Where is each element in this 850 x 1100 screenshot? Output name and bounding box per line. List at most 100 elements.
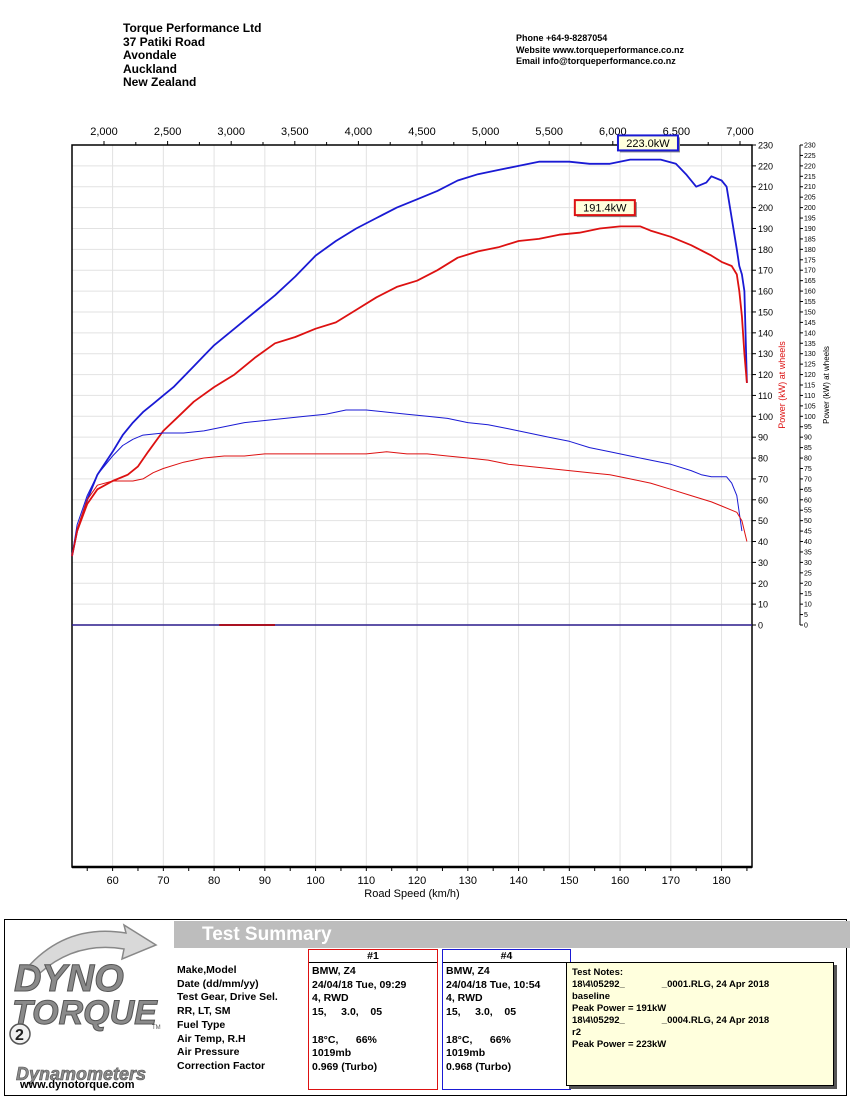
y2-tick-label: 65 <box>804 487 812 494</box>
y2-tick-label: 200 <box>804 205 816 212</box>
y-tick-label: 150 <box>758 307 773 317</box>
y-tick-label: 180 <box>758 245 773 255</box>
y2-tick-label: 25 <box>804 570 812 577</box>
y-tick-label: 80 <box>758 454 768 464</box>
notes-peak-1: Peak Power = 191kW <box>572 1003 667 1014</box>
x2-tick-label: 7,000 <box>726 126 754 138</box>
y-tick-label: 230 <box>758 141 773 151</box>
logo-tm: TM <box>152 1025 161 1031</box>
y-tick-label: 50 <box>758 516 768 526</box>
label-date: Date (dd/mm/yy) <box>177 977 259 990</box>
label-air-temp: Air Temp, R.H <box>177 1032 246 1045</box>
run-4-make: BMW, Z4 <box>446 965 490 977</box>
chart-axes: 0102030405060708090100110120130140150160… <box>71 126 816 887</box>
x-tick-label: 70 <box>157 875 169 887</box>
x-tick-label: 110 <box>358 875 376 887</box>
y2-tick-label: 40 <box>804 539 812 546</box>
y2-tick-label: 105 <box>804 403 816 410</box>
x-tick-label: 140 <box>509 875 527 887</box>
y2-tick-label: 15 <box>804 591 812 598</box>
x2-tick-label: 3,500 <box>281 126 309 138</box>
x2-tick-label: 5,500 <box>535 126 563 138</box>
notes-desc-1: baseline <box>572 991 611 1002</box>
x2-tick-label: 2,000 <box>90 126 118 138</box>
y-tick-label: 40 <box>758 537 768 547</box>
logo-url[interactable]: www.dynotorque.com <box>20 1079 135 1091</box>
y2-tick-label: 190 <box>804 226 816 233</box>
y2-tick-label: 135 <box>804 341 816 348</box>
label-rr-lt-sm: RR, LT, SM <box>177 1005 231 1018</box>
y2-tick-label: 115 <box>804 383 815 390</box>
label-correction: Correction Factor <box>177 1059 266 1072</box>
run-4-date: 24/04/18 Tue, 10:54 <box>446 978 541 991</box>
y2-tick-label: 85 <box>804 445 812 452</box>
label-air-pressure: Air Pressure <box>177 1046 240 1059</box>
y-tick-label: 120 <box>758 370 773 380</box>
y-tick-label: 220 <box>758 161 773 171</box>
x2-tick-label: 3,000 <box>217 126 245 138</box>
series-0-line <box>71 158 748 557</box>
y2-tick-label: 70 <box>804 476 812 483</box>
x-tick-label: 160 <box>611 875 629 887</box>
run-4-air-temp: 18°C, 66% <box>446 1033 511 1046</box>
chart-grid <box>72 144 752 867</box>
y2-tick-label: 220 <box>804 163 816 170</box>
x-tick-label: 100 <box>306 875 324 887</box>
y2-tick-label: 210 <box>804 184 816 191</box>
company-phone: Phone +64-9-8287054 <box>516 33 608 43</box>
company-block: Torque Performance Ltd 37 Patiki Road Av… <box>123 21 262 90</box>
y-tick-label: 130 <box>758 349 773 359</box>
logo-arrow-icon <box>24 923 158 974</box>
run-1-fuel <box>312 1020 434 1034</box>
y-axis-label-right: Power (kW) at wheels <box>822 346 831 424</box>
label-make-model: Make,Model <box>177 964 237 976</box>
y2-tick-label: 145 <box>804 320 816 327</box>
y-tick-label: 30 <box>758 558 768 568</box>
annotation-label: 191.4kW <box>583 203 627 215</box>
notes-file-2: 18\4\05292_ _0004.RLG, 24 Apr 2018 <box>572 1015 770 1026</box>
notes-file-1: 18\4\05292_ _0001.RLG, 24 Apr 2018 <box>572 979 770 990</box>
y2-tick-label: 130 <box>804 351 816 358</box>
y2-tick-label: 155 <box>804 299 816 306</box>
y2-tick-label: 230 <box>804 143 816 150</box>
plot-frame <box>71 144 753 868</box>
y2-tick-label: 95 <box>804 424 812 431</box>
series-3-line <box>71 451 748 557</box>
run-1-rr: 15, 3.0, 05 <box>312 1006 383 1019</box>
y2-tick-label: 165 <box>804 278 816 285</box>
notes-desc-2: r2 <box>572 1027 581 1038</box>
y2-tick-label: 175 <box>804 257 816 264</box>
run-4-rr: 15, 3.0, 05 <box>446 1006 517 1019</box>
y2-tick-label: 35 <box>804 549 812 556</box>
test-notes-box: Test Notes: 18\4\05292_ _0001.RLG, 24 Ap… <box>566 962 834 1086</box>
x-tick-label: 60 <box>106 875 118 887</box>
y2-tick-label: 30 <box>804 560 812 567</box>
x2-tick-label: 4,500 <box>408 126 436 138</box>
run-4-header: #4 <box>443 950 570 963</box>
y2-tick-label: 205 <box>804 195 816 202</box>
x-tick-label: 180 <box>712 875 730 887</box>
company-name: Torque Performance Ltd <box>123 21 262 35</box>
dynotorque-logo: DYNO TORQUE TM 2 Dynamometers <box>9 923 161 1084</box>
y2-tick-label: 10 <box>804 602 812 609</box>
chart-series <box>71 158 748 557</box>
run-4-gear: 4, RWD <box>446 992 483 1005</box>
y-tick-label: 210 <box>758 182 773 192</box>
y-tick-label: 20 <box>758 579 768 589</box>
x2-tick-label: 4,000 <box>345 126 373 138</box>
run-1-air-temp: 18°C, 66% <box>312 1033 377 1046</box>
y2-tick-label: 160 <box>804 289 816 296</box>
logo-line2: TORQUE <box>12 994 158 1032</box>
y-axis-label-red: Power (kW) at wheels <box>777 341 787 429</box>
company-email: Email info@torqueperformance.co.nz <box>516 56 676 66</box>
y2-tick-label: 180 <box>804 247 816 254</box>
y2-tick-label: 215 <box>804 174 816 181</box>
y2-tick-label: 225 <box>804 153 816 160</box>
logo-line1: DYNO <box>14 958 124 1000</box>
x-tick-label: 80 <box>208 875 220 887</box>
notes-peak-2: Peak Power = 223kW <box>572 1039 667 1050</box>
summary-labels: Make,Model Date (dd/mm/yy) Test Gear, Dr… <box>177 964 278 1074</box>
x-tick-label: 120 <box>408 875 426 887</box>
y-tick-label: 200 <box>758 203 773 213</box>
run-4-fuel <box>446 1020 567 1034</box>
